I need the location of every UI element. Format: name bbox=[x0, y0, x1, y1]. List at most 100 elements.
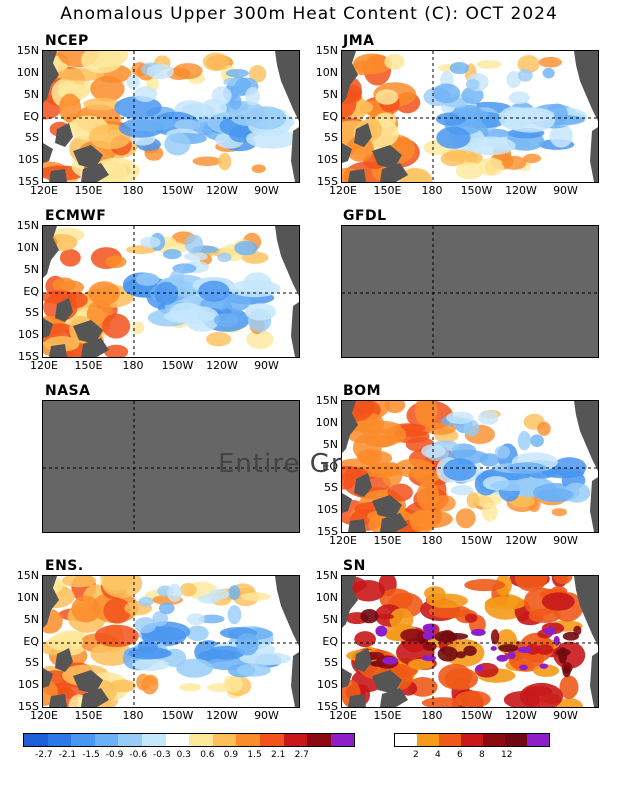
lat-label: 5N bbox=[322, 437, 338, 451]
lon-label: 90W bbox=[254, 709, 279, 722]
colorbar-label: 4 bbox=[435, 750, 441, 760]
lat-label: 10S bbox=[18, 328, 39, 342]
missing-data-message: Entire Gr bbox=[218, 449, 343, 479]
lon-label: 120W bbox=[206, 184, 238, 197]
lon-label: 150W bbox=[460, 184, 493, 197]
lat-label: 5S bbox=[25, 131, 39, 145]
colorbar-swatch bbox=[461, 734, 483, 746]
lon-label: 90W bbox=[254, 359, 279, 372]
lon-label: 180 bbox=[122, 709, 144, 722]
lat-label: 10N bbox=[16, 240, 39, 254]
figure-title: Anomalous Upper 300m Heat Content (C): O… bbox=[60, 4, 558, 24]
map-field bbox=[342, 226, 598, 357]
lat-label: 10N bbox=[16, 590, 39, 604]
colorbar-label: 2.7 bbox=[294, 750, 309, 760]
panel-title: GFDL bbox=[343, 208, 387, 224]
map-area bbox=[42, 50, 300, 183]
lat-label: 10N bbox=[315, 590, 338, 604]
lat-label: 10S bbox=[18, 678, 39, 692]
lon-label: 120E bbox=[329, 184, 357, 197]
colorbar-swatch bbox=[24, 734, 48, 746]
lon-label: 90W bbox=[254, 184, 279, 197]
lat-label: 15S bbox=[317, 525, 338, 538]
colorbar-swatch bbox=[71, 734, 95, 746]
lon-label: 120E bbox=[329, 709, 357, 722]
lat-label: 15S bbox=[317, 175, 338, 188]
colorbar-swatch bbox=[395, 734, 417, 746]
lat-label: 15S bbox=[18, 175, 39, 188]
lat-label: 15S bbox=[18, 700, 39, 713]
lon-label: 120E bbox=[30, 709, 58, 722]
lon-label: 150W bbox=[460, 534, 493, 547]
panel-title: JMA bbox=[343, 33, 375, 49]
lat-label: 15N bbox=[315, 394, 338, 407]
lat-label: 5S bbox=[324, 131, 338, 145]
lat-label: 10N bbox=[315, 65, 338, 79]
lat-label: 10S bbox=[18, 153, 39, 167]
map-area bbox=[341, 225, 599, 358]
map-field bbox=[43, 51, 299, 182]
map-area bbox=[341, 400, 599, 533]
lon-label: 150E bbox=[373, 534, 402, 547]
lon-label: 90W bbox=[553, 184, 578, 197]
colorbar-label: -2.1 bbox=[58, 750, 77, 760]
map-field bbox=[43, 401, 299, 532]
colorbar-label: 12 bbox=[501, 750, 513, 760]
map-area bbox=[341, 575, 599, 708]
colorbar-swatch bbox=[189, 734, 213, 746]
colorbar-swatch bbox=[165, 734, 190, 746]
lon-label: 120W bbox=[505, 184, 537, 197]
lon-label: 120W bbox=[505, 534, 537, 547]
lon-label: 150W bbox=[161, 359, 194, 372]
lat-label: 5N bbox=[23, 262, 39, 276]
lon-label: 150W bbox=[161, 709, 194, 722]
map-field bbox=[342, 401, 598, 532]
colorbar-swatch bbox=[417, 734, 439, 746]
colorbar-label: -2.7 bbox=[35, 750, 53, 760]
lat-label: 10N bbox=[315, 415, 338, 429]
colorbar-swatch bbox=[259, 734, 284, 746]
lon-label: 120E bbox=[30, 184, 58, 197]
lat-label: 15N bbox=[16, 219, 39, 232]
map-field bbox=[43, 576, 299, 707]
lat-label: 15N bbox=[16, 44, 39, 57]
lon-label: 180 bbox=[421, 534, 443, 547]
colorbar-swatch bbox=[439, 734, 461, 746]
lat-label: EQ bbox=[322, 109, 338, 123]
lon-label: 150E bbox=[373, 184, 402, 197]
lon-label: 150E bbox=[74, 709, 103, 722]
lat-label: 5S bbox=[324, 656, 338, 670]
colorbar-label: -0.9 bbox=[105, 750, 124, 760]
colorbar-label: 8 bbox=[479, 750, 485, 760]
colorbar-swatch bbox=[118, 734, 142, 746]
lon-label: 150W bbox=[161, 184, 194, 197]
lat-label: 15S bbox=[317, 700, 338, 713]
colorbar-label: 0.6 bbox=[200, 750, 215, 760]
lat-label: EQ bbox=[322, 459, 338, 473]
anomaly-colorbar bbox=[23, 733, 356, 747]
colorbar-swatch bbox=[330, 734, 355, 746]
lon-label: 180 bbox=[421, 184, 443, 197]
colorbar-swatch bbox=[141, 734, 166, 746]
lat-label: 10N bbox=[16, 65, 39, 79]
colorbar-label: -0.6 bbox=[129, 750, 147, 760]
lon-label: 120E bbox=[329, 534, 357, 547]
colorbar-swatch bbox=[283, 734, 308, 746]
panel-title: ECMWF bbox=[45, 208, 107, 224]
lon-label: 120E bbox=[30, 359, 58, 372]
lat-label: 5N bbox=[23, 612, 39, 626]
panel-title: NASA bbox=[45, 383, 91, 399]
lon-label: 150E bbox=[74, 184, 103, 197]
colorbar-swatch bbox=[483, 734, 505, 746]
lat-label: EQ bbox=[322, 634, 338, 648]
lat-label: EQ bbox=[23, 109, 39, 123]
colorbar-swatch bbox=[505, 734, 527, 746]
map-area bbox=[341, 50, 599, 183]
lon-label: 150E bbox=[373, 709, 402, 722]
lat-label: 15S bbox=[18, 350, 39, 363]
lat-label: 5N bbox=[322, 612, 338, 626]
colorbar-swatch bbox=[527, 734, 549, 746]
lon-label: 180 bbox=[421, 709, 443, 722]
lon-label: 150W bbox=[460, 709, 493, 722]
lon-label: 120W bbox=[206, 709, 238, 722]
